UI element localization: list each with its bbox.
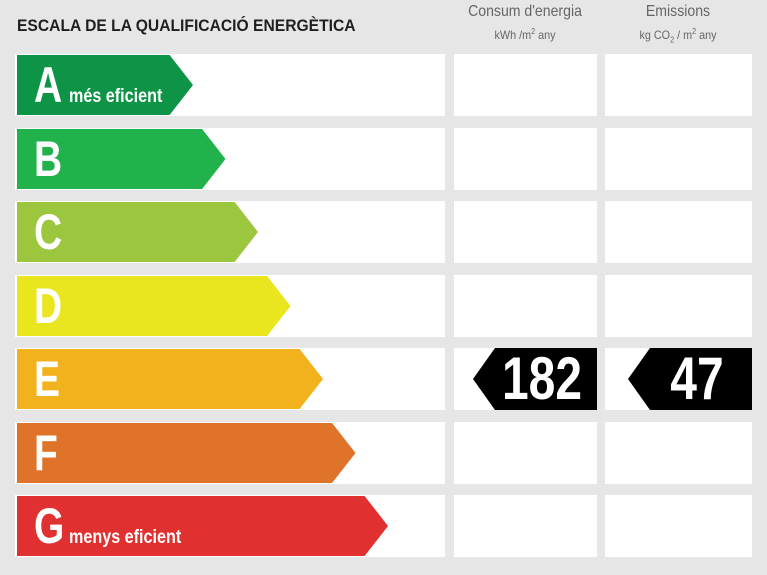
consum-column-header: Consum d'energia kWh /m2 any	[450, 3, 600, 42]
class-letter: B	[34, 130, 63, 187]
class-arrow-d: D	[17, 275, 291, 336]
value-badge-shape	[628, 348, 752, 410]
class-row-b: B	[15, 127, 752, 190]
consum-cell	[454, 201, 597, 263]
class-row-f: F	[15, 421, 752, 484]
class-arrow-shape	[17, 202, 258, 262]
consum-cell	[454, 274, 597, 337]
emissions-heading: Emissions	[645, 3, 711, 20]
class-arrow-shape	[17, 422, 356, 483]
class-arrow-e: E	[17, 349, 323, 409]
class-letter: F	[34, 424, 58, 481]
class-arrow-shape	[17, 496, 388, 556]
class-row-c: C	[15, 201, 752, 263]
consum-unit: kWh /m2 any	[494, 27, 556, 42]
consum-value-badge: 182	[473, 348, 597, 410]
class-letter: G	[34, 498, 65, 554]
emissions-unit: kg CO2 / m2 any	[639, 27, 717, 45]
emissions-value-badge: 47	[628, 348, 752, 410]
consum-cell	[454, 127, 597, 190]
class-label: més eficient	[69, 86, 163, 107]
page-title: ESCALA DE LA QUALIFICACIÓ ENERGÈTICA	[17, 16, 356, 35]
class-arrow-c: C	[17, 202, 258, 262]
class-arrow-shape	[17, 349, 323, 409]
class-letter: D	[34, 277, 63, 334]
emissions-cell	[605, 274, 752, 337]
class-arrow-b: B	[17, 128, 226, 189]
emissions-cell	[605, 201, 752, 263]
class-arrow-shape	[17, 275, 291, 336]
class-arrow-shape	[17, 55, 193, 115]
emissions-column-header: Emissions kg CO2 / m2 any	[603, 3, 753, 44]
value-badge-text: 182	[501, 345, 583, 412]
consum-heading: Consum d'energia	[468, 3, 582, 20]
emissions-cell	[605, 495, 752, 557]
class-letter: C	[34, 204, 63, 260]
class-arrow-shape	[17, 128, 226, 189]
class-letter: E	[34, 351, 61, 407]
class-row-d: D	[15, 274, 752, 337]
class-arrow-f: F	[17, 422, 356, 483]
emissions-cell	[605, 127, 752, 190]
consum-cell	[454, 421, 597, 484]
class-label: menys eficient	[69, 527, 182, 548]
emissions-cell	[605, 54, 752, 116]
consum-cell	[454, 54, 597, 116]
class-letter: A	[34, 57, 63, 113]
value-badge-text: 47	[670, 345, 724, 412]
value-badge-shape	[473, 348, 597, 410]
class-row-e: E 182 47	[15, 348, 752, 410]
emissions-cell	[605, 421, 752, 484]
consum-cell	[454, 495, 597, 557]
